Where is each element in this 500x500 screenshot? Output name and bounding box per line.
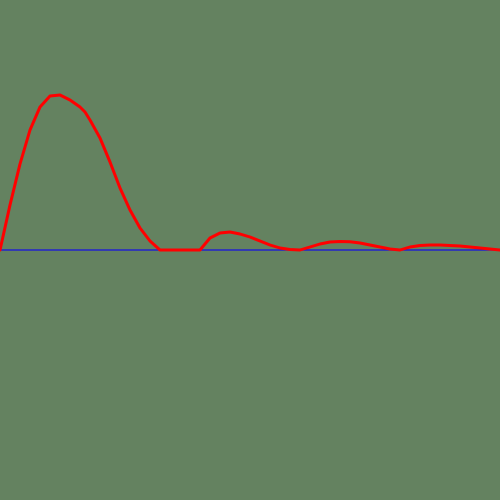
data-series-line [0,93,500,252]
